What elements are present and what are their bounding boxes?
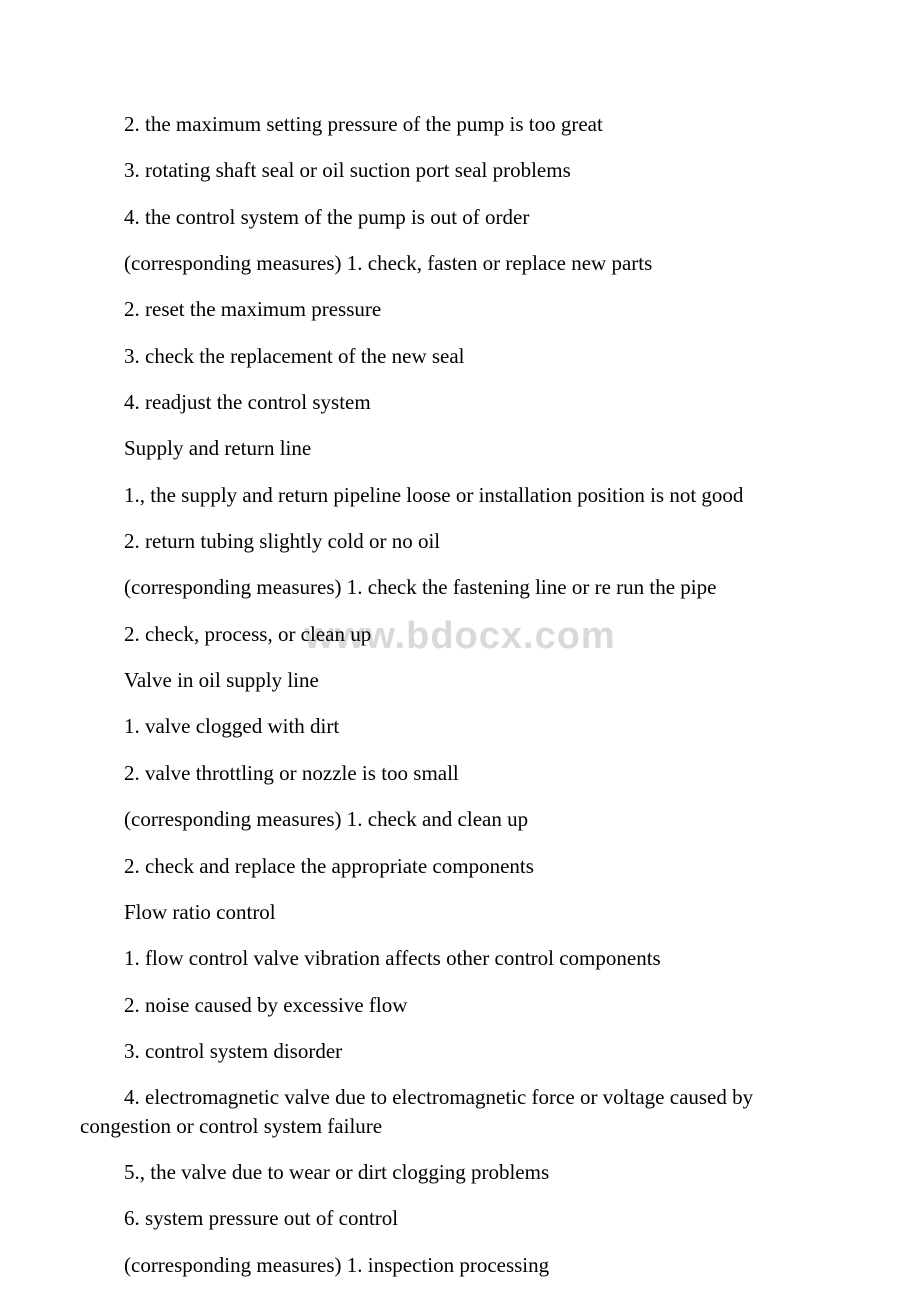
body-line: 6. system pressure out of control bbox=[80, 1204, 840, 1232]
body-line: 2. check and replace the appropriate com… bbox=[80, 852, 840, 880]
body-line: 4. electromagnetic valve due to electrom… bbox=[80, 1083, 840, 1140]
body-line: 3. rotating shaft seal or oil suction po… bbox=[80, 156, 840, 184]
body-line: 2. noise caused by excessive flow bbox=[80, 991, 840, 1019]
body-line: 2. the maximum setting pressure of the p… bbox=[80, 110, 840, 138]
body-line: (corresponding measures) 1. inspection p… bbox=[80, 1251, 840, 1279]
section-heading: Valve in oil supply line bbox=[80, 666, 840, 694]
document-content: 2. the maximum setting pressure of the p… bbox=[80, 110, 840, 1279]
body-line: 1., the supply and return pipeline loose… bbox=[80, 481, 840, 509]
body-line: 1. valve clogged with dirt bbox=[80, 712, 840, 740]
body-line: 2. check, process, or clean up bbox=[80, 620, 840, 648]
body-line: (corresponding measures) 1. check the fa… bbox=[80, 573, 840, 601]
body-line: 2. return tubing slightly cold or no oil bbox=[80, 527, 840, 555]
body-line: 2. valve throttling or nozzle is too sma… bbox=[80, 759, 840, 787]
body-line: 4. readjust the control system bbox=[80, 388, 840, 416]
body-line: (corresponding measures) 1. check and cl… bbox=[80, 805, 840, 833]
section-heading: Flow ratio control bbox=[80, 898, 840, 926]
body-line: 3. check the replacement of the new seal bbox=[80, 342, 840, 370]
body-line: 4. the control system of the pump is out… bbox=[80, 203, 840, 231]
body-line: 5., the valve due to wear or dirt cloggi… bbox=[80, 1158, 840, 1186]
body-line: 1. flow control valve vibration affects … bbox=[80, 944, 840, 972]
section-heading: Supply and return line bbox=[80, 434, 840, 462]
body-line: (corresponding measures) 1. check, faste… bbox=[80, 249, 840, 277]
body-line: 2. reset the maximum pressure bbox=[80, 295, 840, 323]
body-line: 3. control system disorder bbox=[80, 1037, 840, 1065]
